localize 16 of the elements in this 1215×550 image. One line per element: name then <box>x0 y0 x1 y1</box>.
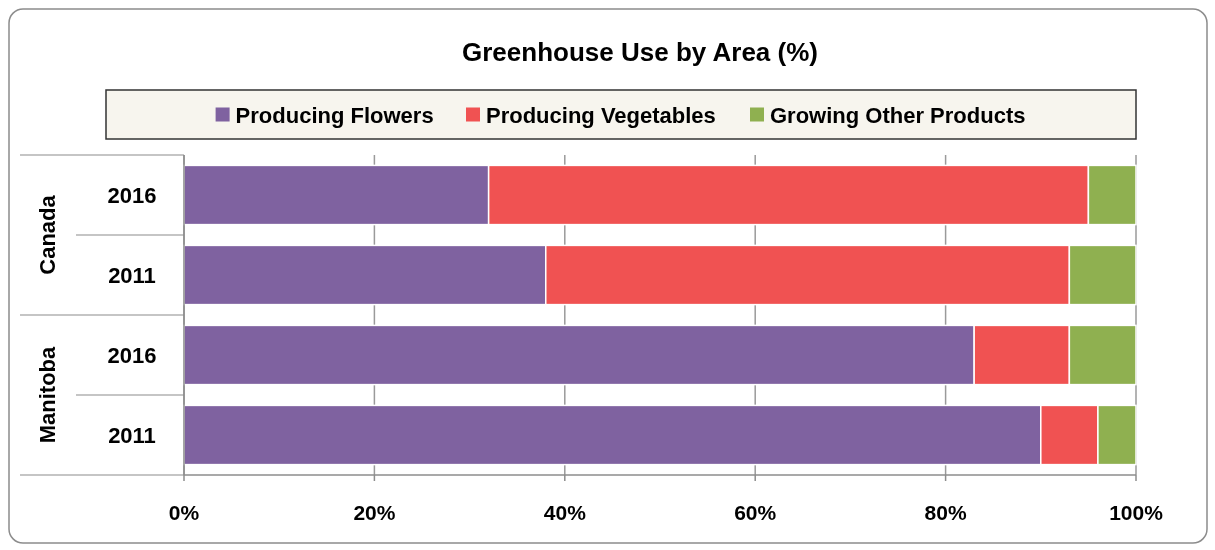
series-label: Producing Flowers <box>235 102 434 128</box>
x-tick-label: 60% <box>734 501 777 524</box>
y-tick-label: 2016 <box>107 183 157 208</box>
x-tick-label: 40% <box>543 501 587 524</box>
x-tick-label: 20% <box>353 501 396 524</box>
x-tick-label: 0% <box>168 501 200 524</box>
y-tick-label: 2011 <box>108 423 156 448</box>
y-tick-label: 2011 <box>108 263 156 288</box>
y-tick-label: 2016 <box>107 343 157 368</box>
x-tick-label: 100% <box>1109 501 1164 524</box>
text: Canada <box>35 194 60 275</box>
legend-label: Growing Other Products <box>770 102 1026 128</box>
legend-label: Producing Vegetables <box>486 102 716 128</box>
chart-title: Greenhouse Use by Area (%) <box>462 37 818 67</box>
x-tick-label: 80% <box>924 501 967 524</box>
text: Manitoba <box>35 345 60 444</box>
